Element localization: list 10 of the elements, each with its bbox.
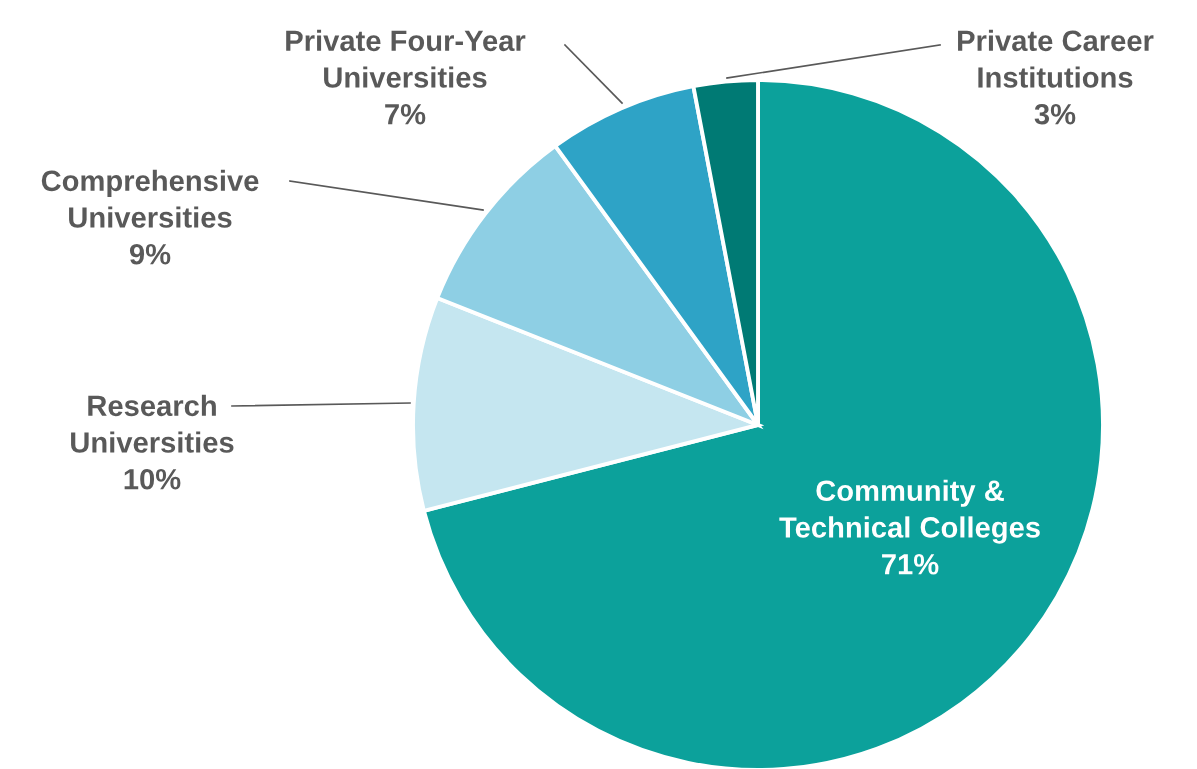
- data-label: 71%: [882, 554, 939, 575]
- slice-label: Community & Technical Colleges: [779, 479, 1040, 544]
- slice-label: Research Universities: [71, 394, 234, 453]
- data-label: 7%: [385, 103, 426, 125]
- data-label: 3%: [1034, 103, 1076, 125]
- data-label: 9%: [129, 243, 171, 265]
- slice-label: Private Career Institutions: [958, 29, 1154, 88]
- slice-label: Comprehensive Universities: [41, 169, 259, 228]
- slice-label: Private Four-Year Universities: [286, 29, 526, 88]
- data-label: 10%: [124, 468, 181, 490]
